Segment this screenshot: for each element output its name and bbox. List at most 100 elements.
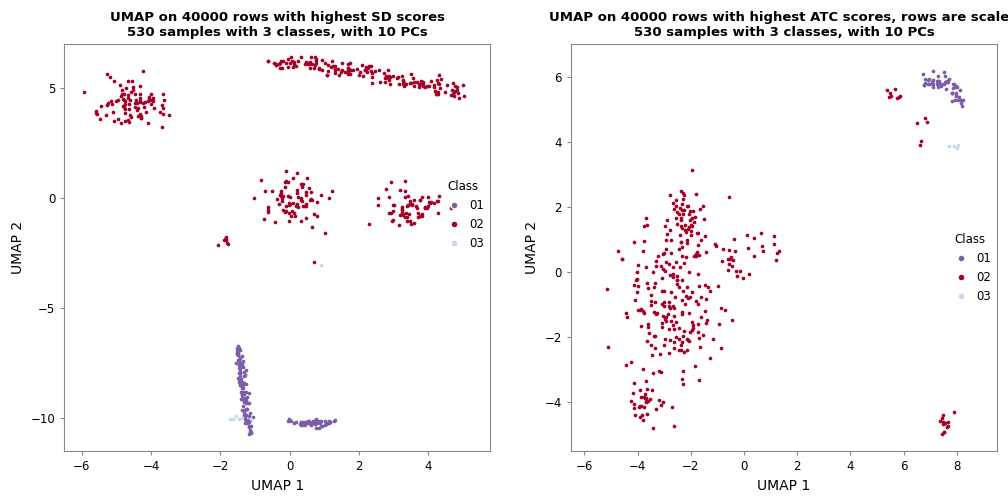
Point (243, 415, 259, 423)
Point (234, 390, 250, 398)
Point (680, 203, 697, 211)
Point (685, 218, 702, 226)
Point (231, 378, 247, 386)
Point (685, 321, 702, 329)
Point (277, 178, 293, 186)
Point (656, 287, 672, 295)
Point (318, 420, 334, 428)
Point (661, 298, 677, 306)
Point (308, 58, 325, 67)
Point (660, 310, 676, 319)
Point (377, 78, 393, 86)
Point (308, 419, 325, 427)
Point (647, 257, 663, 265)
Point (724, 262, 740, 270)
Point (114, 86, 130, 94)
Point (429, 197, 446, 205)
Point (144, 96, 160, 104)
Point (340, 60, 356, 68)
Point (399, 217, 415, 225)
Point (234, 391, 250, 399)
Point (662, 271, 678, 279)
Point (284, 207, 300, 215)
Point (323, 64, 339, 72)
Point (623, 397, 639, 405)
Point (677, 253, 694, 261)
Point (647, 279, 663, 287)
Point (672, 346, 688, 354)
Point (636, 237, 652, 245)
Point (350, 65, 366, 73)
Point (230, 351, 246, 359)
Point (232, 359, 248, 367)
Point (140, 118, 156, 127)
Point (246, 194, 262, 202)
Point (657, 336, 673, 344)
Point (638, 385, 654, 393)
Point (674, 380, 690, 388)
Point (429, 79, 446, 87)
Point (120, 116, 136, 124)
Point (766, 231, 782, 239)
Point (427, 90, 444, 98)
Point (289, 169, 305, 177)
Point (706, 335, 722, 343)
Point (130, 112, 146, 120)
Point (675, 286, 691, 294)
Point (302, 188, 319, 196)
Point (132, 93, 148, 101)
Point (312, 262, 329, 270)
Point (241, 423, 257, 431)
Point (282, 200, 298, 208)
Point (673, 186, 689, 195)
Point (218, 235, 234, 243)
Point (921, 75, 937, 83)
Point (89, 109, 105, 117)
Point (410, 209, 426, 217)
Point (430, 197, 447, 205)
Point (691, 205, 708, 213)
Point (238, 405, 254, 413)
Point (629, 275, 645, 283)
Point (679, 202, 696, 210)
Point (451, 89, 467, 97)
Point (669, 276, 685, 284)
Point (917, 75, 933, 83)
Point (231, 349, 247, 357)
Point (679, 294, 696, 302)
Point (925, 67, 941, 75)
Point (306, 419, 323, 427)
Point (253, 176, 269, 184)
Point (681, 293, 698, 301)
Point (394, 72, 410, 80)
Point (430, 88, 447, 96)
Point (136, 103, 152, 111)
Point (116, 90, 132, 98)
Point (654, 249, 670, 258)
Point (675, 210, 691, 218)
Point (238, 417, 254, 425)
Point (123, 88, 139, 96)
Point (275, 192, 291, 200)
Point (378, 72, 394, 80)
Point (234, 382, 250, 390)
Point (371, 66, 387, 74)
Point (635, 306, 651, 314)
Point (645, 424, 661, 432)
Point (406, 82, 422, 90)
Point (687, 250, 704, 258)
Point (234, 352, 250, 360)
Point (235, 402, 251, 410)
Point (76, 88, 92, 96)
Point (232, 372, 248, 380)
Point (936, 419, 953, 427)
Point (629, 288, 645, 296)
Point (300, 60, 317, 68)
Point (430, 90, 447, 98)
Point (151, 108, 167, 116)
Point (949, 89, 965, 97)
Point (386, 201, 402, 209)
Point (299, 174, 316, 182)
Point (753, 229, 769, 237)
Point (682, 216, 699, 224)
